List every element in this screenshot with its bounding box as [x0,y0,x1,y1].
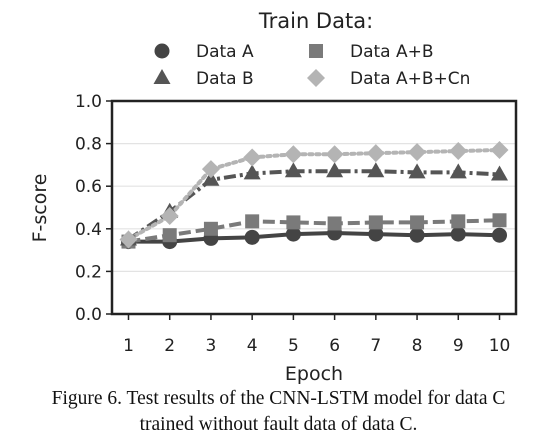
point-data-a-b [410,215,425,230]
point-data-b [449,163,467,179]
point-data-a-b [286,215,301,230]
x-tick-label: 1 [123,336,134,356]
y-tick-label: 0.6 [75,177,102,197]
point-data-a-b-cn [201,160,220,179]
point-data-a-b [368,215,383,230]
series-line-data-b [127,169,500,242]
legend-label-data-a-b: Data A+B [350,42,434,62]
legend-label-data-a-b-cn: Data A+B+Cn [350,69,470,89]
point-data-a-b [162,228,177,243]
y-axis-label: F-score [29,174,51,243]
point-data-a-b-cn [449,142,468,161]
point-data-b [243,164,261,180]
x-tick-label: 2 [164,336,175,356]
point-data-a-b-cn [119,230,138,249]
point-data-a-b-cn [160,207,179,226]
point-data-a [285,226,301,242]
legend-marker-data-a-b [309,44,323,58]
point-data-a-b-cn [408,143,427,162]
y-tick-label: 0.0 [75,305,102,325]
point-data-a-b-cn [243,148,262,167]
point-data-a-b-cn [284,145,303,164]
x-tick-label: 6 [329,336,340,356]
point-data-a [244,229,260,245]
legend-marker-data-a [154,43,170,59]
x-tick-label: 9 [453,336,464,356]
legend-title: Train Data: [258,9,373,33]
chart: Train Data: Data A Data A+B Data B Data A+B… [29,9,518,385]
point-data-a [409,227,425,243]
series-line-data-a-b [128,218,500,244]
x-tick-label: 7 [370,336,381,356]
x-tick-label: 8 [412,336,423,356]
series-line-data-a [128,231,500,244]
x-tick-label: 5 [288,336,299,356]
legend-marker-data-b [153,69,171,84]
point-data-a-b-cn [490,140,509,159]
point-data-a [450,226,466,242]
point-data-b [367,162,385,178]
point-data-b [408,163,426,179]
point-data-a-b [451,214,466,229]
legend-label-data-b: Data B [196,69,254,89]
point-data-b [202,170,220,186]
y-tick-label: 0.2 [75,262,102,282]
plot-area: 1 2 3 4 5 6 7 8 9 10 0.0 0.2 0.4 0.6 0.8 1.0 [75,92,518,356]
point-data-a-b [245,214,260,229]
legend-marker-data-a-b-cn [307,69,325,87]
point-data-a [368,226,384,242]
legend-label-data-a: Data A [196,42,254,62]
y-tick-label: 0.4 [75,220,102,240]
x-tick-label: 3 [206,336,217,356]
x-tick-label: 10 [489,336,511,356]
series-line-data-a-b-cn [126,147,502,242]
legend: Train Data: Data A Data A+B Data B Data A+B… [153,9,470,89]
point-data-a-b [492,213,507,228]
y-tick-label: 1.0 [75,92,102,112]
point-data-a-b [327,216,342,231]
figure-caption-line-1: Figure 6. Test results of the CNN-LSTM m… [51,388,506,409]
x-tick-label: 4 [247,336,258,356]
point-data-a-b-cn [325,145,344,164]
figure-caption-line-2: trained without fault data of data C. [139,414,418,435]
point-data-b [284,162,302,178]
y-tick-label: 0.8 [75,135,102,155]
point-data-b [491,165,509,181]
point-data-b [326,162,344,178]
x-axis-label: Epoch [285,363,343,385]
plot-frame [110,99,518,316]
point-data-a-b [203,221,218,236]
point-data-a-b-cn [366,144,385,163]
point-data-a [492,227,508,243]
